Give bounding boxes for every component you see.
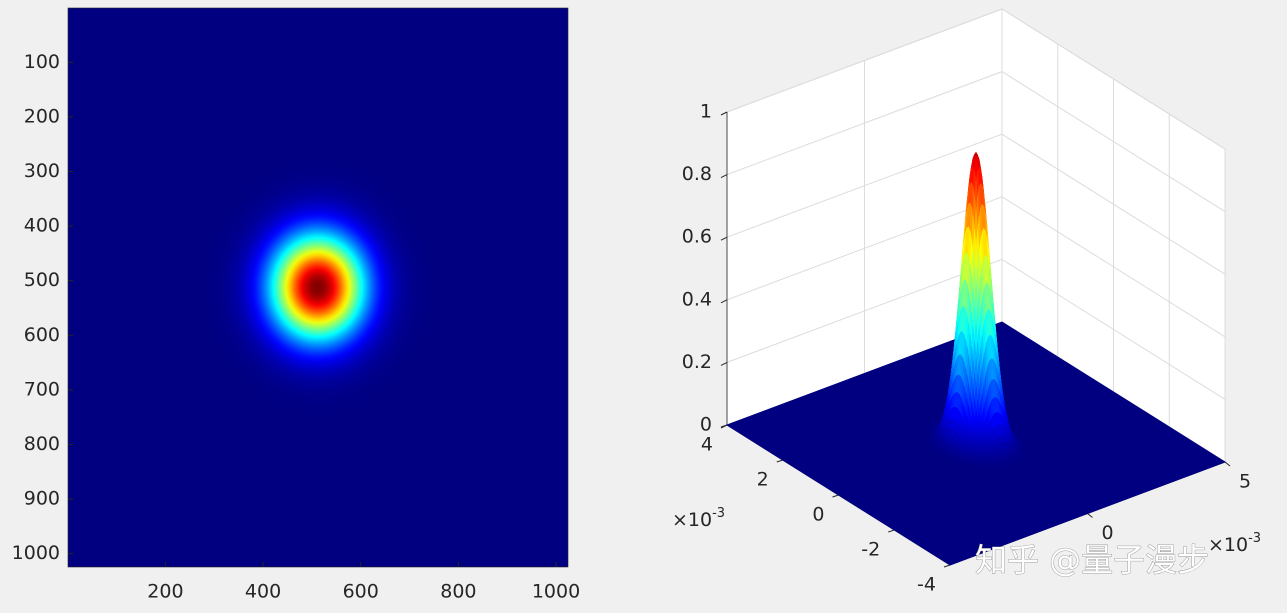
heatmap-axes: 100 200 300 400 500 600 700 800 900 1000 200 400 600… (12, 7, 580, 603)
y-tick-label: 600 (24, 324, 60, 346)
z-tick-label: 1 (700, 101, 712, 123)
y-tick-label: 100 (24, 51, 60, 73)
y-tick-label: -2 (861, 539, 880, 561)
x-tick (1224, 461, 1231, 467)
multiplier-exponent: -3 (1248, 531, 1261, 546)
z-tick-label: 0.8 (682, 163, 712, 185)
x-tick-label: 5 (1239, 471, 1251, 493)
y-tick-label: 2 (757, 469, 769, 491)
y-tick-label: 0 (812, 504, 824, 526)
tick-multiplier: ×10-3 (672, 506, 725, 531)
y-tick-label: 4 (701, 434, 713, 456)
y-tick-label: 700 (24, 378, 60, 400)
z-tick-label: 0 (700, 414, 712, 436)
z-tick (720, 236, 728, 241)
y-tick (943, 564, 951, 568)
x-tick-label: 200 (147, 581, 183, 603)
z-tick-label: 0.6 (682, 226, 712, 248)
y-tick-label: 400 (24, 215, 60, 237)
y-tick (832, 494, 839, 498)
gaussian-spot (190, 145, 445, 430)
z-tick (720, 299, 728, 304)
multiplier-base: ×10 (672, 509, 712, 531)
x-tick-label: 1000 (532, 581, 580, 603)
y-tick-label: 800 (24, 433, 60, 455)
y-tick-label: -4 (917, 574, 936, 596)
image-clip (68, 8, 568, 567)
x-tick (1087, 513, 1093, 518)
y-tick (888, 529, 895, 533)
x-tick-label: 400 (245, 581, 281, 603)
multiplier-exponent: -3 (712, 506, 725, 521)
y-tick-label: 200 (24, 105, 60, 127)
y-tick-label: 900 (24, 488, 60, 510)
x-tick-label: 0 (1102, 522, 1114, 544)
y-tick-label: 300 (24, 160, 60, 182)
z-tick (720, 174, 728, 179)
z-tick (720, 361, 728, 366)
axes-box (67, 7, 569, 568)
y-tick-label: 500 (24, 269, 60, 291)
tick-multiplier: ×10-3 (1208, 531, 1261, 556)
multiplier-base: ×10 (1208, 534, 1248, 556)
y-tick-label: 1000 (12, 542, 60, 564)
z-tick-label: 0.4 (682, 288, 712, 310)
z-tick (720, 111, 728, 116)
x-tick-label: 600 (343, 581, 379, 603)
x-tick-label: 800 (440, 581, 476, 603)
surface-patch (974, 484, 979, 488)
y-tick (776, 459, 783, 463)
y-tick (720, 424, 728, 428)
watermark: 知乎 @量子漫步 (975, 541, 1209, 579)
z-tick-label: 0.2 (682, 351, 712, 373)
